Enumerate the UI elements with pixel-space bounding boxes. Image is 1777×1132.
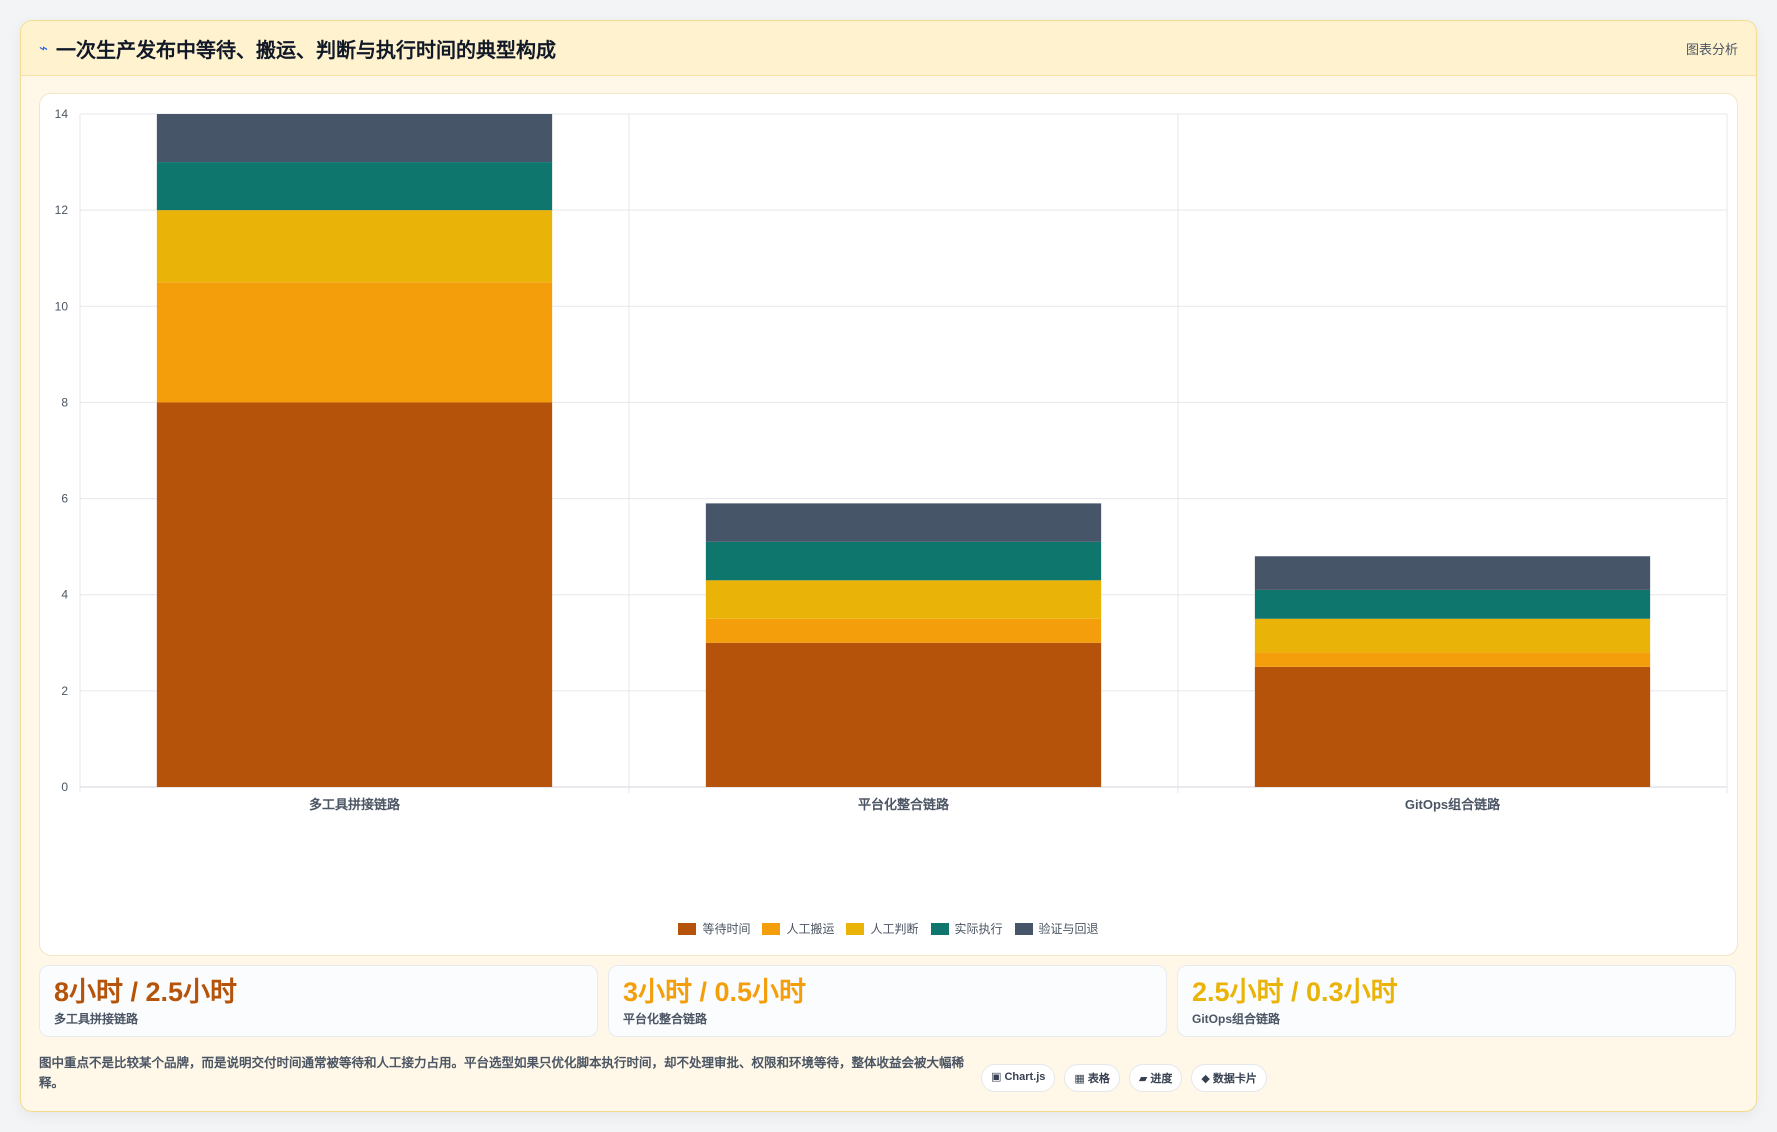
stat-cards: 8小时 / 2.5小时 多工具拼接链路 3小时 / 0.5小时 平台化整合链路 … [39,965,1736,1037]
tag-list: ▣ Chart.js ▦ 表格 ▰ 进度 ◆ 数据卡片 [981,1064,1267,1092]
legend-swatch [1014,922,1033,935]
legend-item[interactable]: 实际执行 [930,920,1003,937]
tag-table[interactable]: ▦ 表格 [1064,1064,1120,1092]
bar-segment [156,402,553,787]
legend-label: 人工判断 [870,922,919,936]
legend-label: 验证与回退 [1038,922,1099,936]
legend-label: 实际执行 [954,922,1003,936]
bar-segment [1254,666,1651,787]
legend-swatch [930,922,949,935]
legend-swatch [762,922,781,935]
legend-item[interactable]: 人工搬运 [762,920,834,937]
chart-note: 图中重点不是比较某个品牌，而是说明交付时间通常被等待和人工接力占用。平台选型如果… [39,1056,965,1090]
x-tick-label: GitOps组合链路 [1405,797,1501,812]
y-tick-label: 12 [55,203,69,217]
stat-value: 2.5小时 / 0.3小时 [1192,977,1398,1007]
panel-subtitle: 图表分析 [1685,41,1738,57]
bar-segment [705,580,1102,619]
tag-data-card[interactable]: ◆ 数据卡片 [1191,1064,1267,1092]
legend-label: 人工搬运 [786,922,835,936]
bar-segment [1254,618,1651,653]
bar-segment [1254,652,1651,667]
stat-label: GitOps组合链路 [1192,1012,1281,1026]
x-tick-label: 多工具拼接链路 [309,797,401,812]
y-tick-label: 0 [61,780,68,794]
bar-segment [156,114,553,163]
bar-segment [156,162,553,211]
bar-segment [156,210,553,283]
chart-legend: 等待时间 人工搬运 人工判断 实际执行 验证与回退 [40,920,1737,937]
bar-segment [1254,589,1651,619]
legend-item[interactable]: 等待时间 [678,920,750,937]
bar-segment [705,541,1102,581]
stat-card: 3小时 / 0.5小时 平台化整合链路 [608,965,1167,1037]
stat-card: 8小时 / 2.5小时 多工具拼接链路 [39,965,598,1037]
legend-item[interactable]: 验证与回退 [1014,920,1099,937]
stacked-bar-chart: 0 2 4 6 8 10 12 14 多工具拼接链路 平台化整合链路 GitOps组合链路 [55,107,1728,812]
y-tick-label: 4 [61,588,68,602]
bar-segment [156,282,553,403]
bar-segment [1254,556,1651,590]
y-tick-label: 6 [61,492,68,506]
chart-panel: ⌁ 一次生产发布中等待、搬运、判断与执行时间的典型构成 图表分析 0 2 4 6 8 10… [20,20,1757,1112]
x-tick-label: 平台化整合链路 [858,797,950,812]
y-tick-label: 14 [55,107,69,121]
legend-label: 等待时间 [702,922,751,936]
page-title: 一次生产发布中等待、搬运、判断与执行时间的典型构成 [56,39,557,62]
stat-value: 8小时 / 2.5小时 [54,977,238,1007]
legend-item[interactable]: 人工判断 [846,920,919,937]
legend-swatch [678,922,697,935]
y-tick-label: 10 [55,299,69,313]
panel-header: ⌁ 一次生产发布中等待、搬运、判断与执行时间的典型构成 图表分析 [21,21,1756,76]
stat-card: 2.5小时 / 0.3小时 GitOps组合链路 [1177,965,1736,1037]
legend-swatch [846,922,865,935]
bar-segment [705,618,1102,643]
y-tick-label: 2 [61,684,68,698]
pulse-icon: ⌁ [39,40,49,57]
tag-chartjs[interactable]: ▣ Chart.js [981,1064,1056,1092]
stat-value: 3小时 / 0.5小时 [623,977,807,1007]
chart-area: 0 2 4 6 8 10 12 14 多工具拼接链路 平台化整合链路 GitOps组合链路 等待时间… [39,93,1738,956]
tag-progress[interactable]: ▰ 进度 [1128,1064,1183,1092]
stat-label: 多工具拼接链路 [54,1012,139,1026]
stat-label: 平台化整合链路 [623,1012,708,1026]
y-tick-label: 8 [61,395,68,409]
bar-segment [705,642,1102,787]
bar-segment [705,503,1102,542]
